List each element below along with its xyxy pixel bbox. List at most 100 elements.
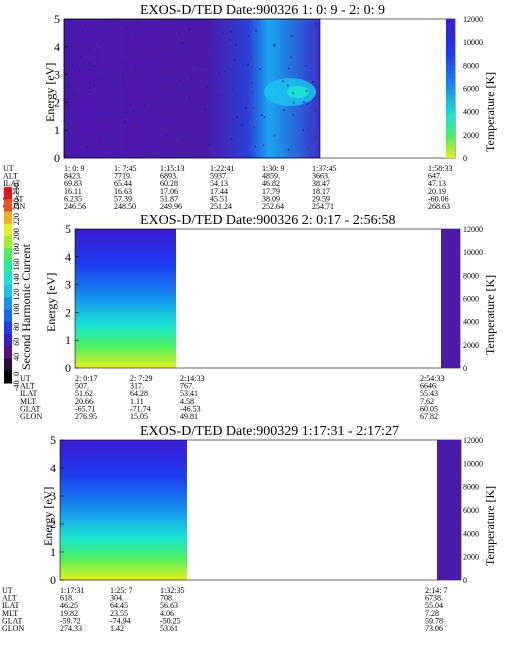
orbit-cell: -59.72 <box>60 616 81 625</box>
colorbar-tick-label: 80 <box>12 323 21 331</box>
orbit-cell: 64.45 <box>110 601 128 610</box>
panel-1-right-ticks: 0 2000 4000 6000 8000 10000 12000 <box>463 15 483 163</box>
orbit-end-cell: 47.13 <box>428 179 446 188</box>
orbit-cell: 19.82 <box>60 609 78 618</box>
noise-pixel <box>178 80 181 82</box>
noise-pixel <box>202 65 205 68</box>
orbit-cell: 53.41 <box>180 389 198 398</box>
noise-pixel <box>143 104 145 106</box>
orbit-cell: 708. <box>160 594 174 603</box>
orbit-cell: 57.39 <box>114 194 132 203</box>
right-tick-label: 6000 <box>463 295 479 304</box>
colorbar-cell <box>4 211 12 225</box>
y-tick-label: 5 <box>54 12 60 26</box>
noise-pixel <box>307 128 309 131</box>
noise-pixel <box>104 116 107 118</box>
orbit-cell: -46.53 <box>180 404 201 413</box>
y-tick-label: 3 <box>50 489 56 503</box>
noise-pixel <box>101 72 103 74</box>
colorbar-tick-label: 60 <box>12 338 21 346</box>
noise-pixel <box>219 93 222 96</box>
orbit-cell: 64.28 <box>130 389 148 398</box>
noise-pixel <box>126 80 129 83</box>
noise-pixel <box>290 56 292 59</box>
noise-pixel <box>85 146 88 148</box>
orbit-row-label: ALT <box>20 382 35 391</box>
right-tick-label: 0 <box>463 576 467 585</box>
noise-pixel <box>128 75 131 77</box>
noise-pixel <box>181 42 184 44</box>
orbit-cell: 248.50 <box>114 202 136 211</box>
colorbar-cell <box>4 321 12 335</box>
orbit-cell: 276.95 <box>75 412 97 421</box>
orbit-end-cell: 67.82 <box>420 412 438 421</box>
orbit-cell: 1:17:31 <box>60 586 84 595</box>
orbit-row-label: GLAT <box>3 194 24 203</box>
orbit-end-cell: 6738. <box>425 594 443 603</box>
orbit-cell: 249.96 <box>160 202 182 211</box>
panel-1-temperature-strip <box>446 19 455 158</box>
noise-pixel <box>189 52 191 54</box>
noise-pixel <box>216 75 219 77</box>
noise-pixel <box>218 72 221 75</box>
noise-pixel <box>231 87 233 89</box>
orbit-cell: 38.09 <box>262 194 280 203</box>
noise-pixel <box>204 109 207 111</box>
y-tick-label: 4 <box>65 250 71 264</box>
orbit-cell: 54.13 <box>210 179 228 188</box>
colorbar-cell <box>4 199 12 212</box>
noise-pixel <box>80 55 82 58</box>
noise-pixel <box>273 134 276 137</box>
orbit-cell: 6893. <box>160 172 178 181</box>
noise-pixel <box>263 116 266 119</box>
noise-pixel <box>180 151 183 154</box>
orbit-end-cell: 268.63 <box>428 202 450 211</box>
orbit-end-cell: 20.19 <box>428 187 446 196</box>
colorbar-tick-label: 250 <box>12 183 21 195</box>
noise-pixel <box>95 55 98 57</box>
noise-pixel <box>190 143 193 145</box>
orbit-end-cell: 7.28 <box>425 609 439 618</box>
noise-pixel <box>169 88 172 90</box>
y-tick-label: 1 <box>54 123 60 137</box>
orbit-cell: 38.47 <box>312 179 330 188</box>
panel-3-temperature-strip <box>437 440 461 580</box>
noise-pixel <box>87 49 90 51</box>
noise-pixel <box>313 109 316 112</box>
noise-pixel <box>128 53 130 55</box>
orbit-end-cell: 60.05 <box>420 404 438 413</box>
noise-pixel <box>255 30 257 32</box>
orbit-cell: 1:30: 9 <box>262 164 284 173</box>
noise-pixel <box>122 97 125 99</box>
noise-pixel <box>262 144 265 146</box>
noise-pixel <box>303 101 305 103</box>
noise-pixel <box>124 111 127 114</box>
noise-pixel <box>88 91 91 93</box>
y-tick-label: 4 <box>50 461 56 475</box>
noise-pixel <box>190 77 192 80</box>
noise-pixel <box>208 144 211 146</box>
colorbar-cell <box>4 297 12 310</box>
noise-pixel <box>100 43 102 45</box>
noise-pixel <box>87 43 89 45</box>
colorbar-label: Second Harmonic Current <box>19 243 33 370</box>
y-tick-label: 3 <box>54 68 60 82</box>
noise-pixel <box>155 31 158 33</box>
noise-pixel <box>231 138 233 140</box>
noise-pixel <box>208 50 210 52</box>
noise-pixel <box>107 21 110 23</box>
orbit-cell: 17.79 <box>262 187 280 196</box>
noise-pixel <box>148 24 151 27</box>
panel-1-title: EXOS-D/TED Date:900326 1: 0: 9 - 2: 0: 9 <box>140 3 385 18</box>
orbit-cell: -65.71 <box>75 404 96 413</box>
noise-pixel <box>93 85 95 88</box>
orbit-end-cell: 73.06 <box>425 624 443 633</box>
right-tick-label: 10000 <box>463 459 483 468</box>
orbit-cell: 2:14:33 <box>180 374 204 383</box>
noise-pixel <box>199 92 201 94</box>
colorbar-tick-label: -40 <box>12 380 21 391</box>
noise-pixel <box>292 101 295 104</box>
orbit-row-label: ILAT <box>2 601 19 610</box>
orbit-cell: 20.66 <box>75 397 93 406</box>
orbit-cell: 252.64 <box>262 202 284 211</box>
